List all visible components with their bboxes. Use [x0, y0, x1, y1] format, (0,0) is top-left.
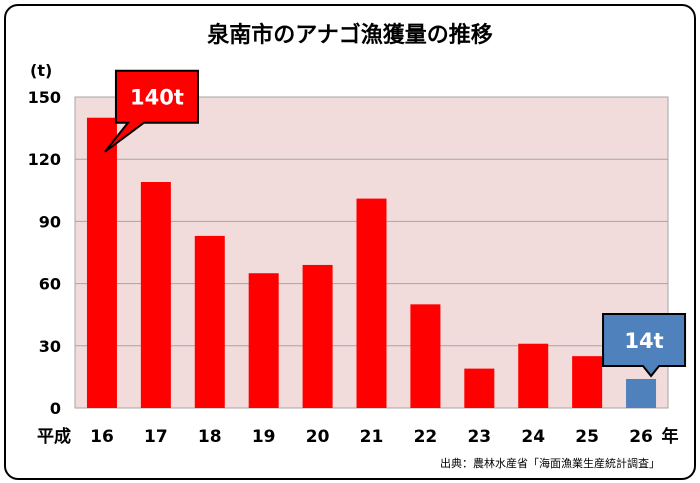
bar — [410, 304, 441, 408]
y-tick-label: 60 — [39, 275, 61, 294]
bar — [86, 117, 117, 408]
x-tick-label: 24 — [521, 427, 545, 447]
x-tick-label: 22 — [414, 427, 438, 447]
x-tick-label: 20 — [306, 427, 330, 447]
era-label: 平成 — [37, 426, 71, 447]
bar — [140, 182, 171, 408]
callouts: 140t 14t — [104, 69, 687, 378]
x-tick-label: 17 — [144, 427, 168, 447]
x-axis-ticks: 16 17 18 19 20 21 22 23 24 25 26 — [90, 427, 653, 447]
y-axis-ticks: 0 30 60 90 120 150 — [28, 88, 61, 418]
x-tick-label: 25 — [575, 427, 599, 447]
callout: 140t — [104, 69, 199, 153]
y-tick-label: 150 — [28, 88, 61, 107]
x-tick-label: 19 — [252, 427, 276, 447]
callout-bubble — [104, 69, 199, 153]
bar — [572, 356, 603, 408]
x-tick-label: 23 — [467, 427, 491, 447]
callout-bubble — [602, 312, 687, 378]
y-tick-label: 120 — [28, 150, 61, 169]
callout: 14t — [602, 312, 687, 378]
x-tick-label: 21 — [360, 427, 384, 447]
bar — [626, 378, 657, 408]
bars — [86, 117, 657, 408]
y-tick-label: 30 — [39, 337, 61, 356]
callout-label: 14t — [624, 329, 663, 353]
y-axis-unit-label: (t) — [30, 61, 52, 80]
y-tick-label: 0 — [50, 399, 61, 418]
source-note: 出典：農林水産省「海面漁業生産統計調査」 — [440, 456, 660, 470]
x-tick-label: 16 — [90, 427, 114, 447]
bar — [464, 368, 495, 408]
year-suffix-label: 年 — [662, 426, 679, 447]
callout-label: 140t — [130, 86, 184, 110]
x-tick-label: 26 — [629, 427, 653, 447]
y-tick-label: 90 — [39, 212, 61, 231]
bar — [518, 343, 549, 408]
x-tick-label: 18 — [198, 427, 222, 447]
bar — [302, 264, 333, 408]
bar — [248, 273, 279, 408]
bar — [194, 235, 225, 408]
chart-title: 泉南市のアナゴ漁獲量の推移 — [207, 22, 493, 48]
bar — [356, 198, 387, 408]
